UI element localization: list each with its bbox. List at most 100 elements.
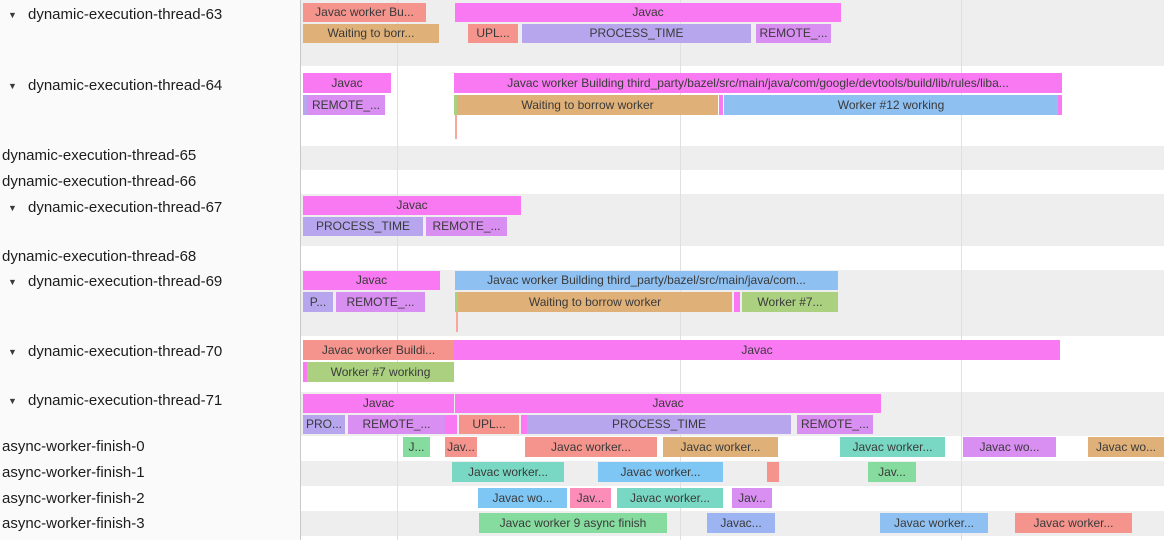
sidebar-item-async-worker-finish-1[interactable]: async-worker-finish-1 [0, 463, 300, 483]
trace-slice[interactable]: REMOTE_... [797, 415, 873, 434]
trace-slice[interactable]: Javac worker... [1015, 513, 1132, 533]
trace-slice[interactable]: PROCESS_TIME [522, 24, 751, 43]
trace-slice[interactable] [734, 292, 740, 312]
trace-slice[interactable]: Javac worker... [840, 437, 945, 457]
trace-slice[interactable]: Javac [455, 394, 881, 413]
timeline-canvas[interactable]: Javac worker Bu... Javac Waiting to borr..… [301, 0, 1164, 540]
track-background-band [301, 146, 1164, 170]
trace-slice[interactable]: REMOTE_... [336, 292, 425, 312]
trace-slice[interactable]: Waiting to borr... [303, 24, 439, 43]
sidebar-item-dynamic-execution-thread-68[interactable]: dynamic-execution-thread-68 [0, 247, 300, 267]
sidebar-item-async-worker-finish-2[interactable]: async-worker-finish-2 [0, 489, 300, 509]
trace-slice[interactable]: Jav... [570, 488, 611, 508]
trace-slice[interactable] [303, 362, 307, 382]
trace-slice[interactable]: Javac worker Bu... [303, 3, 426, 22]
sidebar-item-async-worker-finish-0[interactable]: async-worker-finish-0 [0, 437, 300, 457]
trace-slice[interactable]: UPL... [468, 24, 518, 43]
trace-slice[interactable] [767, 462, 779, 482]
sidebar-item-dynamic-execution-thread-64[interactable]: ▼ dynamic-execution-thread-64 [0, 76, 300, 96]
trace-slice[interactable]: Javac worker 9 async finish [479, 513, 667, 533]
sidebar-item-dynamic-execution-thread-70[interactable]: ▼ dynamic-execution-thread-70 [0, 342, 300, 362]
trace-slice[interactable] [719, 95, 723, 115]
trace-slice[interactable]: Javac... [707, 513, 775, 533]
slice-label: Javac worker... [620, 465, 701, 479]
trace-slice[interactable]: Javac wo... [963, 437, 1056, 457]
trace-slice[interactable]: Javac [455, 3, 841, 22]
slice-instant-tick[interactable] [456, 312, 458, 332]
slice-label: Javac... [720, 516, 762, 530]
slice-label: REMOTE_... [800, 417, 869, 431]
trace-slice[interactable]: UPL... [459, 415, 519, 434]
trace-slice[interactable]: Javac [303, 196, 521, 215]
trace-slice[interactable]: J... [403, 437, 430, 457]
slice-label: REMOTE_... [759, 26, 828, 40]
sidebar-item-dynamic-execution-thread-65[interactable]: dynamic-execution-thread-65 [0, 146, 300, 166]
collapse-triangle-icon[interactable]: ▼ [8, 203, 17, 213]
slice-label: Javac worker Bu... [315, 5, 414, 19]
collapse-triangle-icon[interactable]: ▼ [8, 347, 17, 357]
trace-slice[interactable] [303, 95, 307, 115]
thread-track-label: dynamic-execution-thread-63 [28, 6, 223, 23]
slice-label: Javac [396, 198, 428, 212]
slice-label: Javac worker... [893, 516, 975, 530]
collapse-triangle-icon[interactable]: ▼ [8, 81, 17, 91]
trace-slice[interactable]: PROCESS_TIME [527, 415, 791, 434]
trace-slice[interactable]: Waiting to borrow worker [458, 292, 732, 312]
trace-slice[interactable]: REMOTE_... [426, 217, 507, 236]
slice-label: Waiting to borr... [327, 26, 415, 40]
sidebar-item-async-worker-finish-3[interactable]: async-worker-finish-3 [0, 514, 300, 534]
slice-label: Waiting to borrow worker [521, 98, 654, 112]
trace-slice[interactable]: Waiting to borrow worker [457, 95, 718, 115]
thread-track-label: dynamic-execution-thread-71 [28, 392, 223, 409]
trace-slice[interactable]: Javac wo... [1088, 437, 1164, 457]
trace-slice[interactable]: Javac [303, 271, 440, 290]
trace-slice[interactable]: Javac worker... [452, 462, 564, 482]
slice-label: Javac worker Buildi... [321, 343, 436, 357]
trace-slice[interactable]: Javac worker... [663, 437, 778, 457]
trace-slice[interactable]: REMOTE_... [307, 95, 385, 115]
trace-slice[interactable]: P... [303, 292, 333, 312]
sidebar-item-dynamic-execution-thread-69[interactable]: ▼ dynamic-execution-thread-69 [0, 272, 300, 292]
slice-label: UPL... [476, 26, 510, 40]
trace-slice[interactable]: Javac worker... [525, 437, 657, 457]
slice-label: Javac [632, 5, 664, 19]
slice-label: Javac wo... [979, 440, 1040, 454]
trace-slice[interactable] [445, 415, 457, 434]
trace-slice[interactable]: PROCESS_TIME [303, 217, 423, 236]
trace-slice[interactable]: Javac worker... [880, 513, 988, 533]
trace-slice[interactable]: Worker #7 working [307, 362, 454, 382]
collapse-triangle-icon[interactable]: ▼ [8, 10, 17, 20]
trace-slice[interactable]: Worker #12 working [724, 95, 1058, 115]
trace-slice[interactable] [1058, 95, 1062, 115]
trace-slice[interactable] [521, 415, 527, 434]
collapse-triangle-icon[interactable]: ▼ [8, 396, 17, 406]
slice-label: Javac worker... [467, 465, 549, 479]
trace-slice[interactable]: Javac [454, 340, 1060, 360]
sidebar-item-dynamic-execution-thread-63[interactable]: ▼ dynamic-execution-thread-63 [0, 5, 300, 25]
sidebar-item-dynamic-execution-thread-67[interactable]: ▼ dynamic-execution-thread-67 [0, 198, 300, 218]
slice-instant-tick[interactable] [455, 115, 457, 139]
sidebar-item-dynamic-execution-thread-66[interactable]: dynamic-execution-thread-66 [0, 172, 300, 192]
trace-slice[interactable]: Worker #7... [742, 292, 838, 312]
trace-slice[interactable]: Javac worker... [598, 462, 723, 482]
trace-slice[interactable]: Jav... [868, 462, 916, 482]
trace-slice[interactable]: Javac worker Building third_party/bazel/… [454, 73, 1062, 93]
slice-label: Javac [355, 273, 388, 287]
trace-slice[interactable] [455, 292, 458, 312]
trace-slice[interactable]: REMOTE_... [348, 415, 445, 434]
trace-slice[interactable]: Javac worker... [617, 488, 723, 508]
trace-slice[interactable]: REMOTE_... [756, 24, 831, 43]
trace-slice[interactable]: Jav... [445, 437, 477, 457]
trace-slice[interactable]: Javac worker Building third_party/bazel/… [455, 271, 838, 290]
trace-slice[interactable]: Javac wo... [478, 488, 567, 508]
trace-slice[interactable]: Jav... [732, 488, 772, 508]
sidebar-item-dynamic-execution-thread-71[interactable]: ▼ dynamic-execution-thread-71 [0, 391, 300, 411]
trace-slice[interactable]: Javac [303, 394, 454, 413]
trace-slice[interactable] [454, 95, 457, 115]
collapse-triangle-icon[interactable]: ▼ [8, 277, 17, 287]
slice-label: Javac worker Building third_party/bazel/… [487, 273, 806, 287]
track-background-band [301, 461, 1164, 486]
trace-slice[interactable]: Javac worker Buildi... [303, 340, 454, 360]
trace-slice[interactable]: Javac [303, 73, 391, 93]
trace-slice[interactable]: PRO... [303, 415, 345, 434]
